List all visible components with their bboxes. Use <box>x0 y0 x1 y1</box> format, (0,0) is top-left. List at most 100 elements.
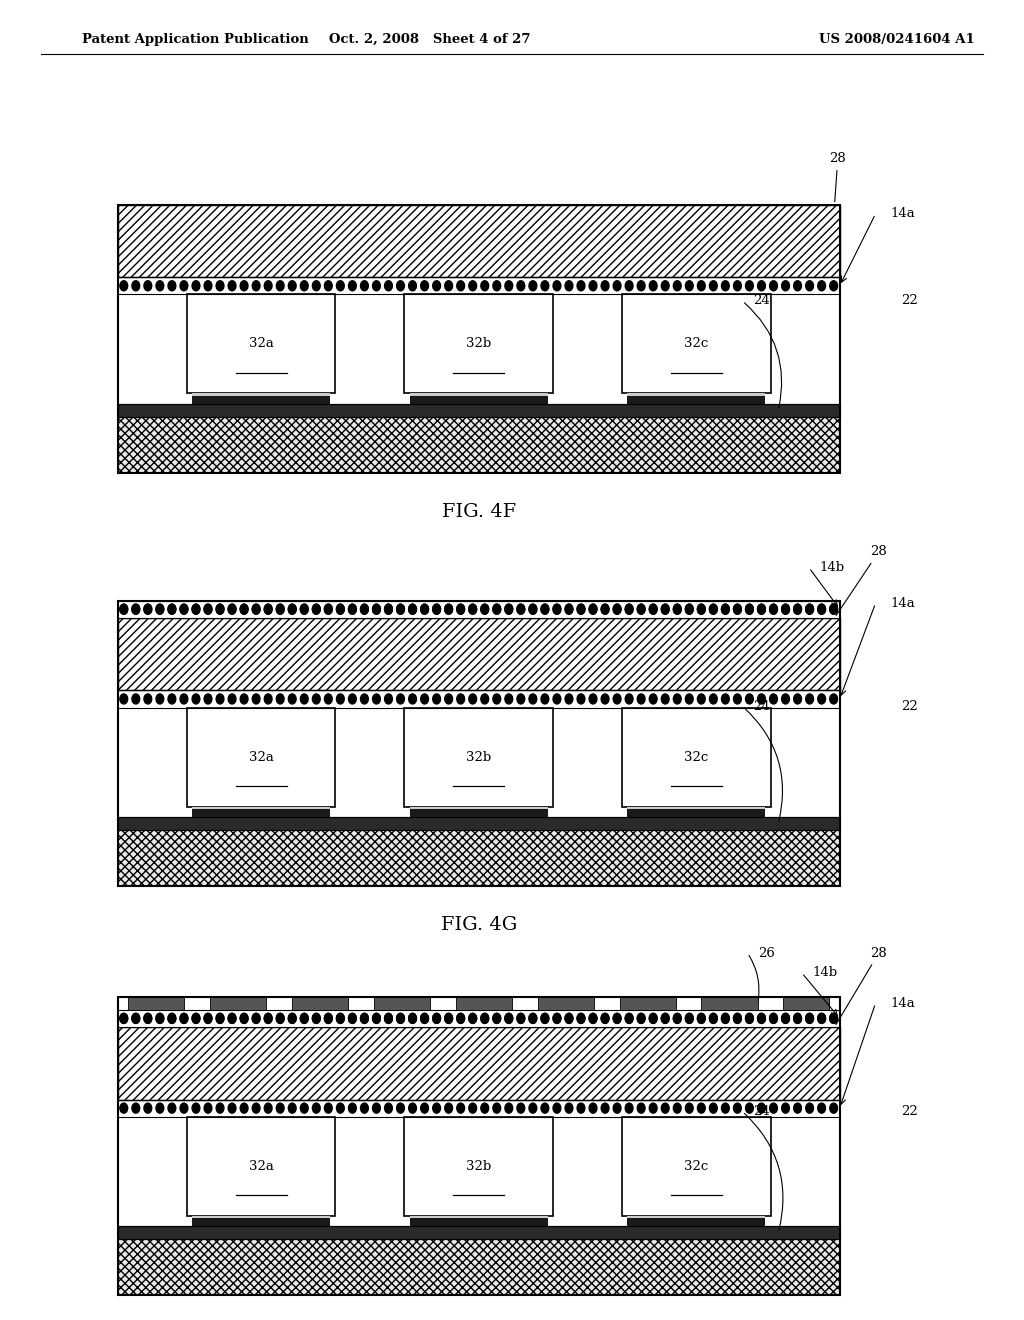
Circle shape <box>649 1014 657 1023</box>
Circle shape <box>529 1104 537 1113</box>
Circle shape <box>325 1104 332 1113</box>
Circle shape <box>409 1014 417 1023</box>
Circle shape <box>601 281 609 290</box>
Circle shape <box>228 1014 236 1023</box>
Circle shape <box>337 694 344 704</box>
Circle shape <box>276 1014 284 1023</box>
Circle shape <box>289 694 296 704</box>
Circle shape <box>674 605 681 614</box>
Circle shape <box>421 605 428 614</box>
Circle shape <box>337 1014 344 1023</box>
Circle shape <box>601 1104 609 1113</box>
Bar <box>404 708 553 807</box>
Circle shape <box>481 1104 488 1113</box>
Circle shape <box>348 1014 356 1023</box>
Circle shape <box>565 605 572 614</box>
Circle shape <box>409 281 417 290</box>
Bar <box>118 601 840 618</box>
Circle shape <box>505 605 513 614</box>
Circle shape <box>385 1104 392 1113</box>
Bar <box>118 708 186 807</box>
Bar <box>118 1027 840 1100</box>
Circle shape <box>289 1014 296 1023</box>
Text: 14a: 14a <box>891 597 915 610</box>
Circle shape <box>722 605 729 614</box>
Bar <box>336 1117 404 1216</box>
Circle shape <box>193 1104 200 1113</box>
Circle shape <box>685 605 693 614</box>
Circle shape <box>216 694 224 704</box>
Circle shape <box>781 1014 790 1023</box>
Circle shape <box>433 281 440 290</box>
Circle shape <box>794 694 802 704</box>
Circle shape <box>276 694 284 704</box>
Circle shape <box>613 1104 621 1113</box>
Circle shape <box>565 1014 572 1023</box>
Circle shape <box>228 1104 236 1113</box>
Circle shape <box>829 605 838 614</box>
Circle shape <box>745 1014 754 1023</box>
Circle shape <box>216 605 224 614</box>
Circle shape <box>444 1014 453 1023</box>
Circle shape <box>132 605 139 614</box>
Circle shape <box>325 605 332 614</box>
Circle shape <box>444 605 453 614</box>
Circle shape <box>385 281 392 290</box>
Circle shape <box>373 1104 380 1113</box>
Circle shape <box>662 281 669 290</box>
Circle shape <box>553 605 561 614</box>
Circle shape <box>204 1014 212 1023</box>
Circle shape <box>710 605 717 614</box>
Bar <box>118 1010 840 1027</box>
Circle shape <box>722 1014 729 1023</box>
Circle shape <box>601 694 609 704</box>
Circle shape <box>120 605 128 614</box>
Text: 22: 22 <box>901 1105 918 1118</box>
Circle shape <box>589 1014 597 1023</box>
Circle shape <box>360 1104 369 1113</box>
Circle shape <box>758 605 765 614</box>
Circle shape <box>373 605 380 614</box>
Circle shape <box>457 605 465 614</box>
Circle shape <box>373 1014 380 1023</box>
Text: 28: 28 <box>836 946 887 1024</box>
Circle shape <box>637 281 645 290</box>
Circle shape <box>180 1014 187 1023</box>
Circle shape <box>337 605 344 614</box>
Circle shape <box>156 694 164 704</box>
Circle shape <box>469 1014 476 1023</box>
Circle shape <box>120 1014 128 1023</box>
Circle shape <box>433 1014 440 1023</box>
Bar <box>118 205 840 277</box>
Circle shape <box>252 1014 260 1023</box>
Circle shape <box>433 605 440 614</box>
Circle shape <box>529 1014 537 1023</box>
Circle shape <box>649 281 657 290</box>
Circle shape <box>241 694 248 704</box>
Text: 14a: 14a <box>891 207 915 220</box>
Text: 26: 26 <box>758 946 774 960</box>
Bar <box>620 997 676 1010</box>
Circle shape <box>409 605 417 614</box>
Bar <box>118 1117 186 1216</box>
Bar <box>118 1226 840 1239</box>
Text: Patent Application Publication: Patent Application Publication <box>82 33 308 46</box>
Bar <box>627 1216 765 1226</box>
Circle shape <box>697 1014 706 1023</box>
Circle shape <box>505 694 513 704</box>
Circle shape <box>469 694 476 704</box>
Circle shape <box>312 605 321 614</box>
Circle shape <box>818 605 825 614</box>
Circle shape <box>132 605 139 614</box>
Circle shape <box>385 1014 392 1023</box>
Bar <box>538 997 594 1010</box>
Circle shape <box>553 1104 561 1113</box>
Circle shape <box>264 605 272 614</box>
Bar <box>410 807 548 809</box>
Circle shape <box>710 1014 717 1023</box>
Circle shape <box>120 281 128 290</box>
Bar <box>193 393 330 396</box>
Circle shape <box>613 605 621 614</box>
Circle shape <box>745 1014 754 1023</box>
Circle shape <box>120 1104 128 1113</box>
